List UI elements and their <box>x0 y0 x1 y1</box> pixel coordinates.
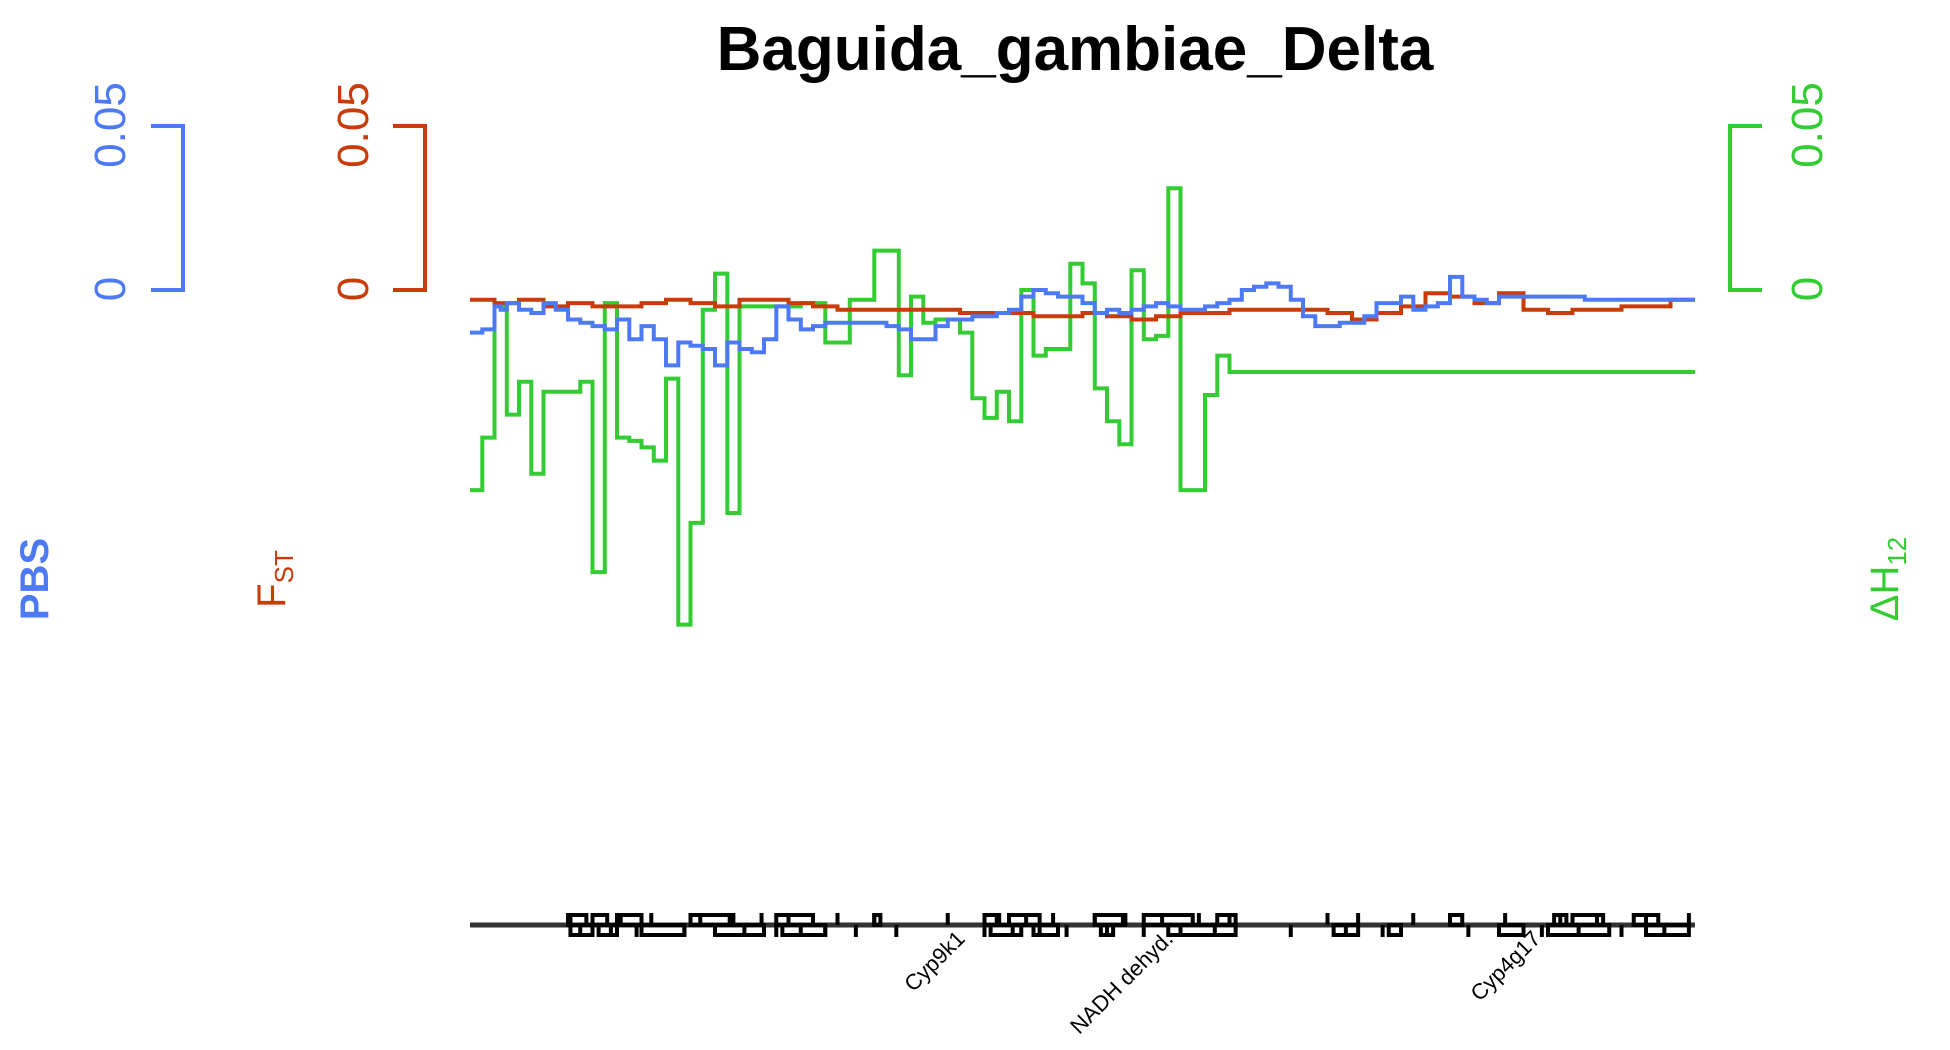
series-layer <box>470 186 1695 627</box>
gene-forward-box <box>615 913 644 927</box>
fst-axis: 0.05 0 FST <box>250 82 427 608</box>
gene-forward-box <box>688 913 736 927</box>
gene-forward-box <box>1448 913 1465 927</box>
fst-label-sub: ST <box>269 550 299 583</box>
h12-label-main: ΔH <box>1863 566 1907 622</box>
pbs-tick-label-top: 0.05 <box>86 82 135 168</box>
h12-tick-label-top: 0.05 <box>1783 82 1832 168</box>
h12-label-sub: 12 <box>1882 537 1912 566</box>
fst-tick-label-top: 0.05 <box>329 82 378 168</box>
gene-reverse-box <box>1386 923 1403 937</box>
gene-reverse-box <box>1644 923 1691 937</box>
pbs-axis-label: PBS <box>13 538 57 620</box>
gene-reverse-box <box>1166 923 1238 937</box>
fst-tick-label-bottom: 0 <box>329 277 378 301</box>
chart-title: Baguida_gambiae_Delta <box>717 15 1434 84</box>
fst-label-main: F <box>250 583 294 607</box>
gene-reverse-box <box>639 923 687 937</box>
h12-axis: 0.05 0 ΔH12 <box>1728 82 1912 622</box>
gene-label: Cyp9k1 <box>899 926 969 996</box>
pbs-tick-label-bottom: 0 <box>86 277 135 301</box>
gene-reverse-box <box>988 923 1024 937</box>
gene-label: NADH dehyd. <box>1065 926 1178 1039</box>
gene-reverse-box <box>780 923 828 937</box>
pbs-series-line <box>470 274 1695 368</box>
gene-track: Cyp9k1 NADH dehyd. Cyp4g17 <box>470 913 1695 1039</box>
gene-reverse-box <box>596 923 619 937</box>
h12-axis-label: ΔH12 <box>1863 537 1912 622</box>
gene-label: Cyp4g17 <box>1465 926 1545 1006</box>
gene-reverse-box <box>1031 923 1060 937</box>
h12-tick-label-bottom: 0 <box>1783 277 1832 301</box>
fst-axis-bracket <box>393 124 427 292</box>
gene-reverse-box <box>1497 923 1526 937</box>
h12-axis-bracket <box>1728 124 1762 292</box>
fst-axis-label: FST <box>250 550 299 608</box>
gene-reverse-box <box>713 923 766 937</box>
pbs-axis-bracket <box>151 124 185 292</box>
h12-series-line <box>470 186 1695 627</box>
pbs-axis: 0.05 0 PBS <box>13 82 185 620</box>
